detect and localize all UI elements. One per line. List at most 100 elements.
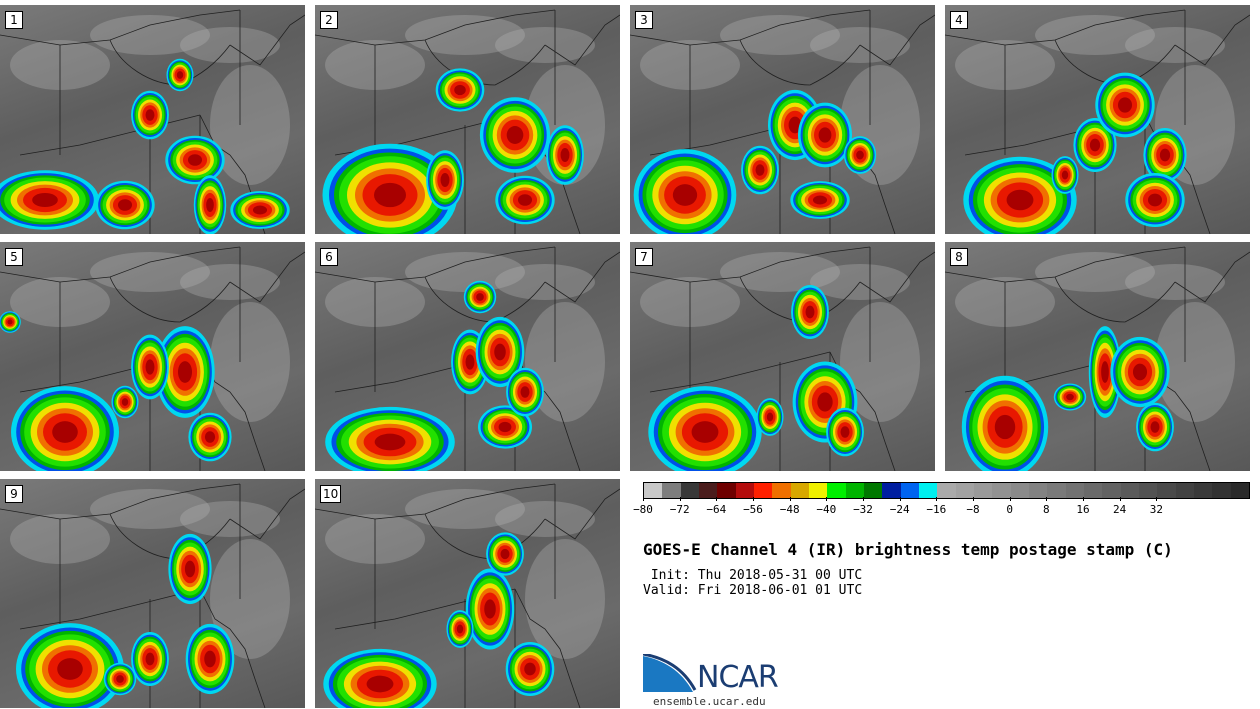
satellite-image <box>0 246 305 471</box>
colorbar-swatch <box>1212 483 1231 498</box>
ensemble-member-panel: 2 <box>315 5 620 234</box>
colorbar-swatch <box>937 483 956 498</box>
colorbar-swatch <box>1138 483 1158 498</box>
colorbar-swatch <box>955 483 974 498</box>
colorbar-tick-mark <box>863 497 864 501</box>
colorbar-swatch <box>662 483 681 498</box>
ncar-logo-icon <box>643 654 697 692</box>
init-time: Init: Thu 2018-05-31 00 UTC <box>643 568 863 583</box>
colorbar-tick-label: 32 <box>1149 503 1163 516</box>
colorbar-tick-mark <box>753 497 754 501</box>
satellite-image <box>945 246 1250 471</box>
colorbar-swatch <box>772 483 791 498</box>
colorbar-tick-mark <box>1009 497 1011 501</box>
colorbar-tick-mark <box>1156 497 1158 501</box>
ensemble-member-panel: 9 <box>0 479 305 708</box>
colorbar-tick-mark <box>973 497 974 501</box>
satellite-image <box>630 246 935 471</box>
colorbar-tick-label: −72 <box>669 503 690 516</box>
panel-number-label: 5 <box>5 248 23 266</box>
colorbar-tick-label: −24 <box>889 503 910 516</box>
colorbar-tick-label: 0 <box>1006 503 1013 516</box>
panel-number-label: 7 <box>635 248 653 266</box>
colorbar <box>643 482 1250 499</box>
colorbar-swatch <box>845 483 864 498</box>
colorbar-ticks: −80 −72 −64 −56 −48 −40 −32 −24 −16 −8 0 8 16 24 32 <box>633 497 1248 517</box>
colorbar-tick-label: −32 <box>853 503 873 516</box>
panel-number-label: 10 <box>320 485 342 503</box>
colorbar-tick-label: −80 <box>633 503 653 516</box>
colorbar-swatch <box>1010 483 1029 498</box>
valid-time: Valid: Fri 2018-06-01 01 UTC <box>643 583 863 598</box>
colorbar-swatch <box>863 483 883 498</box>
panel-number-label: 3 <box>635 11 653 29</box>
website-url: ensemble.ucar.edu <box>653 695 766 708</box>
colorbar-tick-label: −64 <box>706 503 727 516</box>
colorbar-swatch <box>918 483 938 498</box>
colorbar-swatch <box>882 483 901 498</box>
panel-number-label: 8 <box>950 248 968 266</box>
colorbar-tick-label: −48 <box>779 503 800 516</box>
colorbar-tick-label: −40 <box>816 503 837 516</box>
colorbar-swatch <box>735 483 754 498</box>
colorbar-swatch <box>1083 483 1103 498</box>
colorbar-swatch <box>717 483 736 498</box>
colorbar-tick-mark <box>716 497 718 501</box>
colorbar-tick-mark <box>789 497 791 501</box>
colorbar-swatch <box>1120 483 1139 498</box>
colorbar-tick-mark <box>1119 497 1121 501</box>
panel-number-label: 4 <box>950 11 968 29</box>
ensemble-member-panel: 3 <box>630 5 935 234</box>
panel-number-label: 2 <box>320 11 338 29</box>
satellite-image <box>315 9 620 234</box>
colorbar-swatch <box>1230 483 1249 498</box>
panel-number-label: 6 <box>320 248 338 266</box>
figure-title: GOES-E Channel 4 (IR) brightness temp po… <box>643 540 1173 559</box>
colorbar-tick-label: 8 <box>1043 503 1050 516</box>
colorbar-swatch <box>1193 483 1213 498</box>
satellite-image <box>315 483 620 708</box>
panel-number-label: 1 <box>5 11 23 29</box>
colorbar-tick-mark <box>1083 497 1084 501</box>
ensemble-member-panel: 5 <box>0 242 305 471</box>
colorbar-swatch <box>644 483 663 498</box>
colorbar-swatch <box>1175 483 1194 498</box>
satellite-image <box>630 9 935 234</box>
colorbar-swatch <box>992 483 1011 498</box>
logo-wordmark: NCAR <box>697 660 779 695</box>
colorbar-tick-mark <box>936 497 938 501</box>
ensemble-member-panel: 4 <box>945 5 1250 234</box>
colorbar-swatch <box>1157 483 1176 498</box>
colorbar-swatch <box>1065 483 1084 498</box>
colorbar-tick-label: 24 <box>1113 503 1127 516</box>
ensemble-member-panel: 1 <box>0 5 305 234</box>
satellite-image <box>945 9 1250 234</box>
colorbar-swatch <box>1028 483 1048 498</box>
colorbar-tick-mark <box>679 497 681 501</box>
colorbar-tick-mark <box>899 497 901 501</box>
colorbar-tick-label: −8 <box>966 503 980 516</box>
colorbar-swatch <box>698 483 718 498</box>
colorbar-tick-label: −56 <box>743 503 763 516</box>
ensemble-member-panel: 8 <box>945 242 1250 471</box>
colorbar-tick-mark <box>643 497 644 501</box>
colorbar-tick-mark <box>1046 497 1048 501</box>
panel-number-label: 9 <box>5 485 23 503</box>
colorbar-swatch <box>808 483 828 498</box>
satellite-image <box>0 9 305 234</box>
colorbar-swatch <box>790 483 809 498</box>
colorbar-swatch <box>1102 483 1121 498</box>
ensemble-member-panel: 7 <box>630 242 935 471</box>
colorbar-tick-label: 16 <box>1076 503 1090 516</box>
colorbar-swatch <box>753 483 773 498</box>
ensemble-member-panel: 6 <box>315 242 620 471</box>
colorbar-swatch <box>827 483 846 498</box>
ensemble-member-panel: 10 <box>315 479 620 708</box>
satellite-image <box>0 483 305 708</box>
satellite-image <box>315 246 620 471</box>
colorbar-tick-label: −16 <box>926 503 947 516</box>
colorbar-tick-mark <box>826 497 828 501</box>
colorbar-swatch <box>1047 483 1066 498</box>
colorbar-swatch <box>680 483 699 498</box>
colorbar-swatch <box>900 483 919 498</box>
